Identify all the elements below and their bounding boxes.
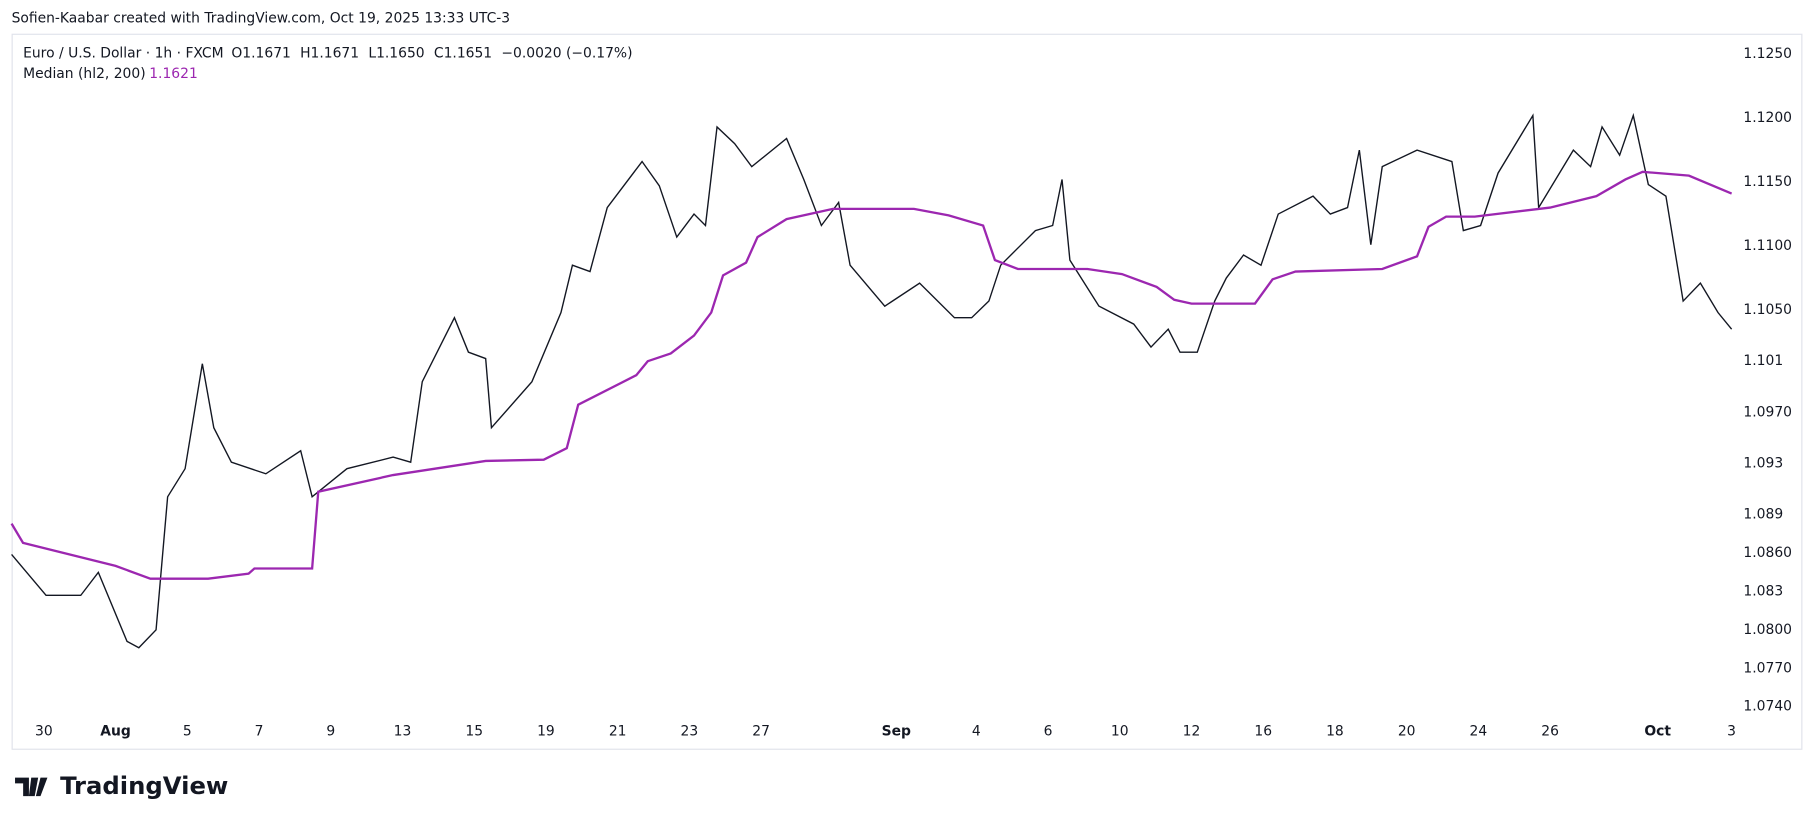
y-tick-label: 1.0800 <box>1743 622 1792 638</box>
credit: Sofien-Kaabar created with TradingView.c… <box>12 11 511 27</box>
y-tick-label: 1.1200 <box>1743 110 1792 126</box>
y-tick-label: 1.093 <box>1743 456 1783 472</box>
y-tick-label: 1.0770 <box>1743 660 1792 676</box>
x-tick-label: 26 <box>1541 723 1559 739</box>
x-tick-label: 19 <box>537 723 555 739</box>
y-tick-label: 1.089 <box>1743 507 1783 523</box>
ohlc-value: L1.1650 <box>368 45 424 61</box>
y-tick-label: 1.1050 <box>1743 302 1792 318</box>
x-tick-label: 6 <box>1044 723 1053 739</box>
ohlc-value: O1.1671 <box>231 45 290 61</box>
symbol: Euro / U.S. Dollar · 1h · FXCM <box>23 45 223 61</box>
logo-mark <box>15 777 48 797</box>
indicator-name: Median (hl2, 200) <box>23 66 145 82</box>
x-tick-label: 30 <box>35 723 53 739</box>
x-tick-label: 4 <box>972 723 981 739</box>
x-tick-label: 18 <box>1326 723 1344 739</box>
indicator-value: 1.1621 <box>149 66 198 82</box>
x-tick-label: 23 <box>681 723 699 739</box>
x-tick-label: 15 <box>465 723 483 739</box>
chart-frame <box>11 33 1803 750</box>
y-tick-label: 1.1100 <box>1743 238 1792 254</box>
logo: TradingView <box>15 771 228 800</box>
x-tick-label: Oct <box>1644 723 1671 739</box>
ohlc-value: H1.1671 <box>300 45 359 61</box>
x-tick-label: 21 <box>609 723 627 739</box>
y-tick-label: 1.1150 <box>1743 174 1792 190</box>
x-tick-label: 20 <box>1398 723 1416 739</box>
x-tick-label: 5 <box>183 723 192 739</box>
x-tick-label: 24 <box>1470 723 1488 739</box>
ohlc-value: −0.0020 (−0.17%) <box>501 45 632 61</box>
x-tick-label: 9 <box>326 723 335 739</box>
x-tick-label: 16 <box>1254 723 1272 739</box>
series-line <box>10 170 1733 580</box>
ohlc-value: C1.1651 <box>434 45 492 61</box>
logo-text: TradingView <box>60 771 228 800</box>
x-tick-label: 3 <box>1727 723 1736 739</box>
x-tick-label: 10 <box>1111 723 1129 739</box>
x-tick-label: Aug <box>100 723 131 739</box>
y-tick-label: 1.1250 <box>1743 46 1792 62</box>
y-tick-label: 1.0860 <box>1743 545 1792 561</box>
y-tick-label: 1.0970 <box>1743 404 1792 420</box>
x-tick-label: 13 <box>394 723 412 739</box>
x-tick-label: Sep <box>882 723 911 739</box>
x-tick-label: 27 <box>752 723 770 739</box>
y-tick-label: 1.0740 <box>1743 699 1792 715</box>
x-tick-label: 12 <box>1183 723 1201 739</box>
y-tick-label: 1.101 <box>1743 353 1783 369</box>
y-tick-label: 1.083 <box>1743 584 1783 600</box>
x-tick-label: 7 <box>255 723 264 739</box>
